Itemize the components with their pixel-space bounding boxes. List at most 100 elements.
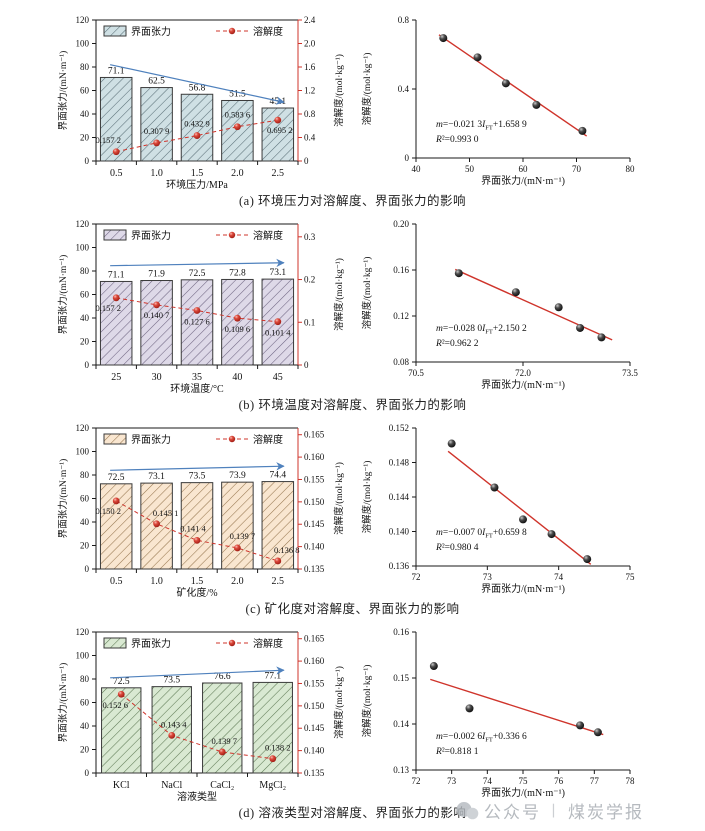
svg-text:0.139 7: 0.139 7 bbox=[230, 531, 256, 541]
svg-text:m=−0.002 6IFT+0.336 6: m=−0.002 6IFT+0.336 6 bbox=[436, 732, 527, 744]
svg-text:溶解度: 溶解度 bbox=[253, 229, 283, 242]
svg-text:1.0: 1.0 bbox=[150, 576, 163, 587]
panel-caption-b: (b) 环境温度对溶解度、界面张力的影响 bbox=[238, 398, 467, 412]
svg-text:74: 74 bbox=[554, 572, 564, 582]
svg-text:72: 72 bbox=[412, 776, 421, 786]
wechat-logo-icon bbox=[456, 801, 479, 819]
svg-text:0.140 7: 0.140 7 bbox=[144, 310, 170, 320]
svg-text:CaCl₂: CaCl₂ bbox=[210, 780, 234, 791]
svg-text:73.5: 73.5 bbox=[622, 368, 638, 378]
svg-text:2.5: 2.5 bbox=[272, 576, 285, 587]
svg-text:0: 0 bbox=[304, 360, 309, 370]
svg-text:100: 100 bbox=[76, 651, 90, 661]
svg-text:0.5: 0.5 bbox=[110, 576, 123, 587]
svg-text:0.1: 0.1 bbox=[304, 317, 315, 327]
svg-text:溶解度/(mol·kg⁻¹): 溶解度/(mol·kg⁻¹) bbox=[333, 462, 345, 535]
panel-caption-d: (d) 溶液类型对溶解度、界面张力的影响 bbox=[238, 806, 467, 820]
svg-text:100: 100 bbox=[76, 39, 90, 49]
svg-text:0.432 9: 0.432 9 bbox=[184, 119, 210, 129]
svg-text:0.08: 0.08 bbox=[393, 357, 409, 367]
pressure-bar-line-chart: 0 20 40 60 80 100 120 0 0.4 0.8 1.2 1.6 2.0 2.4 0.5 1.0… bbox=[57, 15, 345, 190]
svg-text:0.145: 0.145 bbox=[304, 519, 325, 529]
svg-text:60: 60 bbox=[519, 164, 529, 174]
svg-text:0.307 9: 0.307 9 bbox=[144, 126, 170, 136]
svg-text:0.140: 0.140 bbox=[304, 746, 325, 756]
svg-text:45: 45 bbox=[273, 372, 283, 383]
svg-text:溶解度/(mol·kg⁻¹): 溶解度/(mol·kg⁻¹) bbox=[333, 54, 345, 127]
svg-text:20: 20 bbox=[80, 337, 90, 347]
svg-text:0.583 6: 0.583 6 bbox=[225, 110, 251, 120]
svg-text:74.4: 74.4 bbox=[269, 471, 286, 481]
svg-text:溶解度/(mol·kg⁻¹): 溶解度/(mol·kg⁻¹) bbox=[361, 257, 373, 330]
svg-text:界面张力/(mN·m⁻¹): 界面张力/(mN·m⁻¹) bbox=[57, 51, 69, 131]
svg-text:40: 40 bbox=[80, 109, 90, 119]
svg-text:56.8: 56.8 bbox=[189, 83, 206, 93]
svg-text:40: 40 bbox=[80, 313, 90, 323]
svg-text:0.157 2: 0.157 2 bbox=[95, 303, 121, 313]
svg-text:60: 60 bbox=[80, 494, 90, 504]
svg-text:m=−0.021 3IFT+1.658 9: m=−0.021 3IFT+1.658 9 bbox=[436, 120, 527, 132]
svg-text:77: 77 bbox=[590, 776, 600, 786]
svg-text:73.1: 73.1 bbox=[269, 268, 286, 278]
svg-text:1.0: 1.0 bbox=[150, 168, 163, 179]
solution-type-scatter-chart: 0.13 0.14 0.15 0.16 72 73 74 75 76 77 78 界面张力/(mN·m… bbox=[361, 627, 635, 799]
svg-text:NaCl: NaCl bbox=[161, 780, 182, 791]
svg-text:76: 76 bbox=[554, 776, 564, 786]
svg-text:0.165: 0.165 bbox=[304, 430, 325, 440]
svg-text:70.5: 70.5 bbox=[408, 368, 424, 378]
svg-text:25: 25 bbox=[111, 372, 121, 383]
svg-text:30: 30 bbox=[152, 372, 162, 383]
svg-text:溶解度/(mol·kg⁻¹): 溶解度/(mol·kg⁻¹) bbox=[361, 665, 373, 738]
svg-text:0.4: 0.4 bbox=[398, 84, 410, 94]
svg-text:1.6: 1.6 bbox=[304, 62, 316, 72]
svg-text:R²=0.962 2: R²=0.962 2 bbox=[435, 339, 479, 349]
svg-text:0.152 6: 0.152 6 bbox=[103, 700, 129, 710]
svg-text:0: 0 bbox=[85, 768, 90, 778]
svg-text:0.136: 0.136 bbox=[389, 561, 410, 571]
svg-text:60: 60 bbox=[80, 290, 90, 300]
svg-text:35: 35 bbox=[192, 372, 202, 383]
svg-text:80: 80 bbox=[626, 164, 636, 174]
svg-text:0.14: 0.14 bbox=[393, 719, 409, 729]
panel-caption-c: (c) 矿化度对溶解度、界面张力的影响 bbox=[245, 602, 460, 616]
svg-text:界面张力/(mN·m⁻¹): 界面张力/(mN·m⁻¹) bbox=[57, 459, 69, 539]
svg-text:120: 120 bbox=[76, 15, 90, 25]
svg-text:0.695 2: 0.695 2 bbox=[267, 125, 293, 135]
svg-text:环境压力/MPa: 环境压力/MPa bbox=[166, 178, 228, 190]
svg-text:50: 50 bbox=[465, 164, 475, 174]
svg-text:0: 0 bbox=[405, 153, 410, 163]
panel-salinity: 0 20 40 60 80 100 120 0.135 0.140 0.145 0.150 0.155… bbox=[0, 416, 705, 620]
svg-text:0.16: 0.16 bbox=[393, 265, 409, 275]
svg-text:71.1: 71.1 bbox=[108, 66, 125, 76]
svg-text:40: 40 bbox=[80, 517, 90, 527]
svg-text:m=−0.028 0IFT+2.150 2: m=−0.028 0IFT+2.150 2 bbox=[436, 324, 527, 336]
svg-text:0.135: 0.135 bbox=[304, 768, 325, 778]
svg-text:0: 0 bbox=[304, 156, 309, 166]
svg-text:80: 80 bbox=[80, 674, 90, 684]
svg-text:溶解度/(mol·kg⁻¹): 溶解度/(mol·kg⁻¹) bbox=[361, 461, 373, 534]
svg-text:120: 120 bbox=[76, 219, 90, 229]
svg-text:0.5: 0.5 bbox=[110, 168, 123, 179]
svg-text:40: 40 bbox=[412, 164, 422, 174]
svg-text:界面张力: 界面张力 bbox=[131, 637, 171, 650]
svg-text:62.5: 62.5 bbox=[148, 77, 165, 87]
svg-text:0.20: 0.20 bbox=[393, 219, 409, 229]
svg-text:0.8: 0.8 bbox=[304, 109, 316, 119]
svg-text:74: 74 bbox=[483, 776, 493, 786]
svg-text:0.165: 0.165 bbox=[304, 634, 325, 644]
svg-text:120: 120 bbox=[76, 423, 90, 433]
svg-text:溶解度/(mol·kg⁻¹): 溶解度/(mol·kg⁻¹) bbox=[361, 53, 373, 126]
svg-text:0.150 2: 0.150 2 bbox=[95, 506, 121, 516]
temperature-scatter-chart: 0.08 0.12 0.16 0.20 70.5 72.0 73.5 界面张力/(mN·m⁻¹… bbox=[361, 219, 638, 391]
svg-text:0.8: 0.8 bbox=[398, 15, 410, 25]
svg-text:20: 20 bbox=[80, 133, 90, 143]
svg-text:界面张力/(mN·m⁻¹): 界面张力/(mN·m⁻¹) bbox=[481, 786, 565, 799]
svg-text:71.1: 71.1 bbox=[108, 270, 125, 280]
svg-text:界面张力/(mN·m⁻¹): 界面张力/(mN·m⁻¹) bbox=[57, 663, 69, 743]
svg-text:0.145: 0.145 bbox=[304, 723, 325, 733]
panel-pressure: 0 20 40 60 80 100 120 0 0.4 0.8 1.2 1.6 2.0 2.4 0.5 1.0… bbox=[0, 8, 705, 212]
svg-text:60: 60 bbox=[80, 698, 90, 708]
svg-text:MgCl₂: MgCl₂ bbox=[259, 780, 286, 791]
svg-text:2.5: 2.5 bbox=[272, 168, 285, 179]
svg-text:0: 0 bbox=[85, 360, 90, 370]
